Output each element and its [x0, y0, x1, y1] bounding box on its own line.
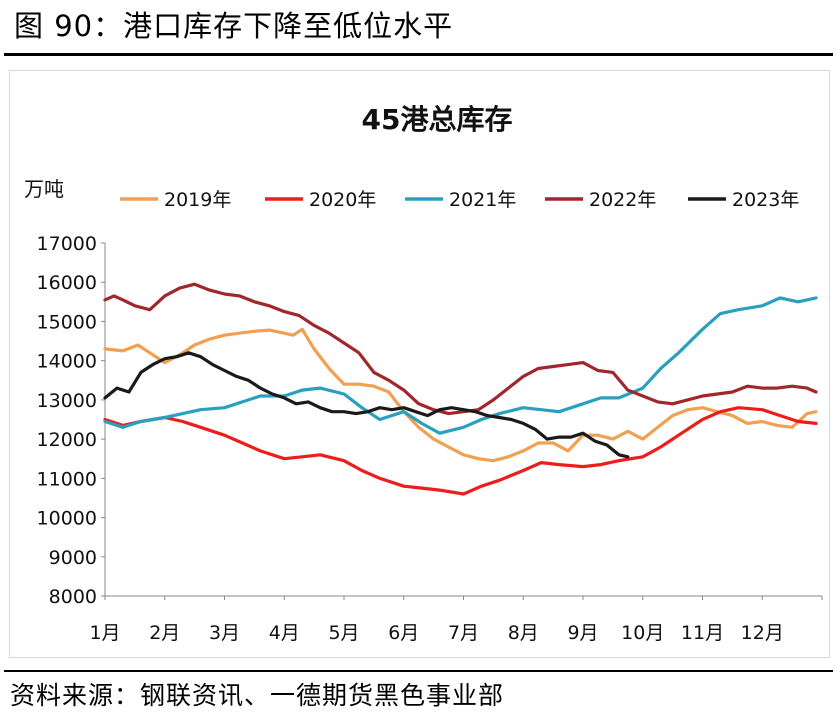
x-tick-label: 11月: [681, 622, 724, 644]
x-tick-label: 5月: [328, 622, 359, 644]
x-tick-label: 12月: [741, 622, 784, 644]
legend-label: 2022年: [589, 189, 656, 211]
y-tick-label: 15000: [37, 311, 97, 333]
legend-label: 2020年: [309, 189, 376, 211]
axes: [104, 243, 822, 597]
x-tick-label: 1月: [89, 622, 120, 644]
bottom-rule: [4, 670, 833, 672]
source-note: 资料来源：钢联资讯、一德期货黑色事业部: [10, 681, 505, 710]
y-tick-label: 16000: [37, 272, 97, 294]
chart-title: 45港总库存: [362, 103, 513, 136]
y-tick-label: 17000: [37, 233, 97, 255]
x-tick-label: 3月: [209, 622, 240, 644]
y-tick-label: 12000: [37, 429, 97, 451]
x-tick-label: 8月: [508, 622, 539, 644]
x-tick-label: 9月: [567, 622, 598, 644]
series-lines: [103, 282, 818, 496]
y-ticks: 8000 9000 10000 11000 12000 13000 14000 15000 16…: [37, 233, 105, 608]
line-chart: 45港总库存 万吨 2019年 2020年 2021年 2022年 2023年 8000…: [24, 103, 823, 644]
y-tick-label: 9000: [49, 547, 97, 569]
y-tick-label: 10000: [37, 508, 97, 530]
x-tick-label: 2月: [149, 622, 180, 644]
series-line-2022: [103, 282, 818, 416]
legend: 2019年 2020年 2021年 2022年 2023年: [120, 189, 799, 211]
top-rule: [4, 53, 833, 56]
series-line-2019: [103, 327, 818, 463]
x-tick-label: 4月: [269, 622, 300, 644]
x-tick-label: 10月: [621, 622, 664, 644]
series-line-2021: [103, 296, 818, 435]
y-axis-unit-label: 万吨: [24, 177, 64, 201]
y-tick-label: 14000: [37, 351, 97, 373]
x-tick-label: 6月: [388, 622, 419, 644]
x-ticks: 1月 2月 3月 4月 5月 6月 7月 8月 9月 10月 11月 12月: [89, 596, 823, 644]
chart-panel: 45港总库存 万吨 2019年 2020年 2021年 2022年 2023年 8000…: [9, 70, 830, 658]
y-tick-label: 11000: [37, 468, 97, 490]
series-line-2023: [103, 351, 630, 459]
y-tick-label: 13000: [37, 390, 97, 412]
series-line-2020: [103, 406, 818, 496]
legend-label: 2023年: [732, 189, 799, 211]
figure-title: 图 90：港口库存下降至低位水平: [14, 9, 454, 43]
y-tick-label: 8000: [49, 586, 97, 608]
x-tick-label: 7月: [448, 622, 479, 644]
legend-label: 2021年: [449, 189, 516, 211]
legend-label: 2019年: [164, 189, 231, 211]
